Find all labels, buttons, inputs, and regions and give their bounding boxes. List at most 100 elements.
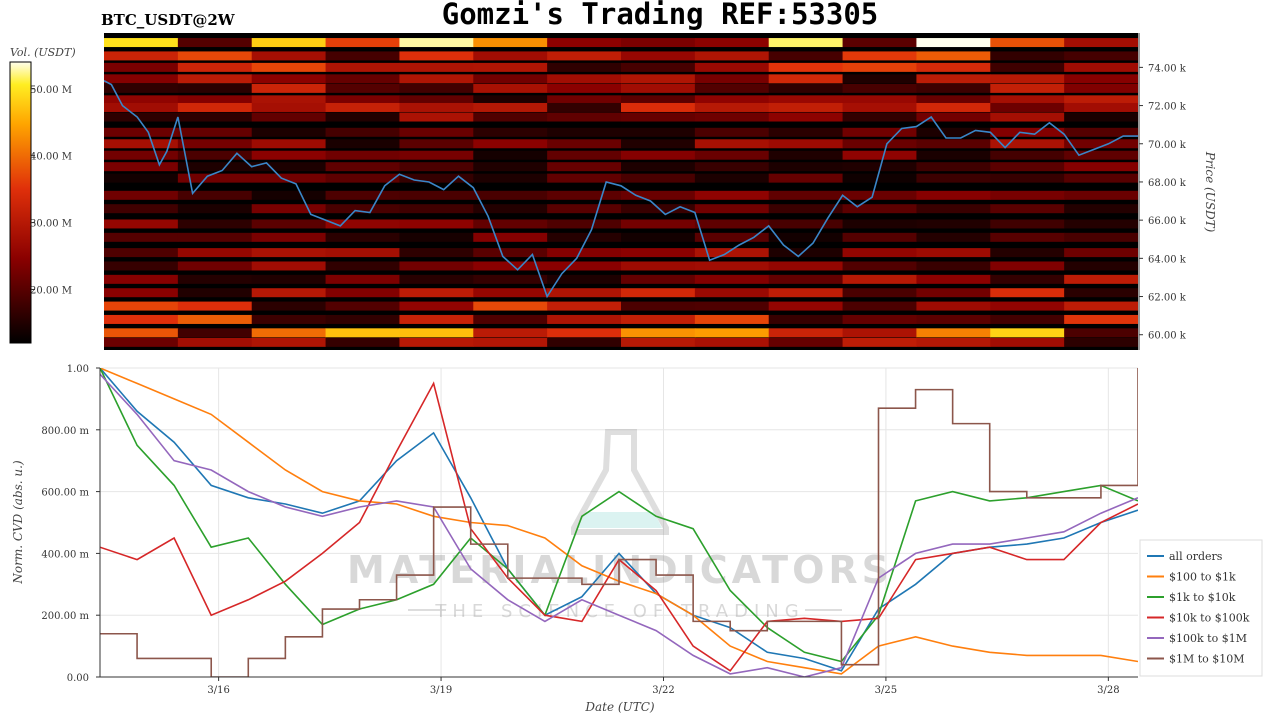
- legend-item: $1k to $10k: [1147, 591, 1236, 604]
- heatmap-cell: [104, 190, 179, 200]
- heatmap-cell: [621, 95, 696, 105]
- heatmap-cell: [916, 288, 991, 298]
- heatmap-cell: [104, 127, 179, 137]
- heatmap-band: [104, 232, 1138, 242]
- colorbar-label: Vol. (USDT): [10, 46, 76, 59]
- heatmap-cell: [768, 301, 844, 311]
- heatmap-cell: [1064, 314, 1138, 324]
- heatmap-band: [104, 204, 1138, 214]
- flask-icon: [571, 429, 669, 535]
- colorbar-tick-label: 30.00 M: [30, 219, 72, 230]
- heatmap-cell: [842, 51, 917, 61]
- heatmap-cell: [1064, 328, 1138, 338]
- heatmap-cell: [325, 328, 400, 338]
- heatmap-cell: [325, 83, 400, 93]
- heatmap-cell: [251, 139, 327, 149]
- heatmap-cell: [1064, 288, 1138, 298]
- heatmap-band: [104, 38, 1138, 48]
- heatmap-cell: [1064, 139, 1138, 149]
- heatmap-cell: [842, 301, 917, 311]
- heatmap-cell: [251, 150, 327, 160]
- heatmap-cell: [768, 219, 844, 229]
- price-axis-label: Price (USDT): [1203, 151, 1217, 233]
- cvd-y-tick-label: 800.00 m: [41, 426, 89, 437]
- heatmap-cell: [842, 74, 917, 84]
- colorbar-gradient: [9, 61, 32, 344]
- heatmap-cell: [990, 301, 1065, 311]
- heatmap-cell: [621, 102, 696, 112]
- heatmap-cell: [1064, 190, 1138, 200]
- heatmap-cell: [694, 274, 770, 284]
- cvd-panel: MATERIALINDICATORS THE SCIENCE OF TRADIN…: [11, 364, 1138, 714]
- heatmap-cell: [990, 62, 1065, 72]
- heatmap-cell: [251, 51, 327, 61]
- heatmap-cell: [325, 261, 400, 271]
- heatmap-cell: [1064, 74, 1138, 84]
- heatmap-cell: [473, 112, 548, 122]
- heatmap-cell: [694, 232, 770, 242]
- heatmap-cell: [768, 173, 844, 183]
- cvd-y-axis-label: Norm. CVD (abs. u.): [11, 460, 25, 585]
- heatmap-cell: [177, 102, 253, 112]
- heatmap-cell: [104, 38, 179, 48]
- heatmap-cell: [251, 248, 327, 258]
- heatmap-cell: [251, 274, 327, 284]
- heatmap-cell: [325, 204, 400, 214]
- heatmap-cell: [104, 219, 179, 229]
- legend-item: $100 to $1k: [1147, 571, 1236, 584]
- heatmap-cell: [916, 314, 991, 324]
- heatmap-cell: [842, 173, 917, 183]
- heatmap-cell: [399, 95, 474, 105]
- heatmap-cell: [547, 204, 622, 214]
- heatmap-cell: [177, 74, 253, 84]
- heatmap-cell: [251, 112, 327, 122]
- heatmap-cell: [104, 337, 179, 347]
- legend-label: $100 to $1k: [1169, 571, 1236, 584]
- heatmap-cell: [916, 162, 991, 172]
- heatmap-cell: [916, 204, 991, 214]
- heatmap-cell: [916, 173, 991, 183]
- heatmap-cell: [1064, 162, 1138, 172]
- heatmap-cell: [177, 337, 253, 347]
- heatmap-cell: [547, 248, 622, 258]
- cvd-y-tick-label: 0.00: [67, 673, 89, 684]
- heatmap-cell: [768, 274, 844, 284]
- heatmap-cell: [399, 38, 474, 48]
- heatmap-cell: [621, 328, 696, 338]
- heatmap-cell: [842, 314, 917, 324]
- heatmap-cell: [547, 261, 622, 271]
- heatmap-band: [104, 328, 1138, 338]
- heatmap-cell: [694, 328, 770, 338]
- heatmap-cell: [768, 83, 844, 93]
- heatmap-cell: [990, 204, 1065, 214]
- heatmap-cell: [547, 150, 622, 160]
- heatmap-cell: [251, 232, 327, 242]
- heatmap-cell: [694, 139, 770, 149]
- heatmap-cell: [104, 288, 179, 298]
- heatmap-cell: [1064, 261, 1138, 271]
- heatmap-band: [104, 337, 1138, 347]
- heatmap-cell: [325, 190, 400, 200]
- heatmap-cell: [768, 190, 844, 200]
- heatmap-cell: [325, 127, 400, 137]
- legend-label: $1k to $10k: [1169, 591, 1236, 604]
- price-tick-label: 68.00 k: [1148, 178, 1187, 189]
- heatmap-band: [104, 51, 1138, 61]
- heatmap-cell: [694, 219, 770, 229]
- heatmap-cell: [399, 74, 474, 84]
- heatmap-cell: [990, 288, 1065, 298]
- heatmap-cell: [842, 95, 917, 105]
- price-line: [104, 79, 1138, 299]
- heatmap-cell: [916, 139, 991, 149]
- heatmap-cell: [621, 83, 696, 93]
- cvd-y-tick-label: 200.00 m: [41, 611, 89, 622]
- heatmap-cell: [473, 173, 548, 183]
- heatmap-cell: [990, 248, 1065, 258]
- heatmap-cell: [547, 95, 622, 105]
- heatmap-cell: [842, 261, 917, 271]
- heatmap-cell: [547, 127, 622, 137]
- heatmap-cell: [842, 62, 917, 72]
- heatmap-cell: [768, 288, 844, 298]
- legend-label: $10k to $100k: [1169, 612, 1250, 625]
